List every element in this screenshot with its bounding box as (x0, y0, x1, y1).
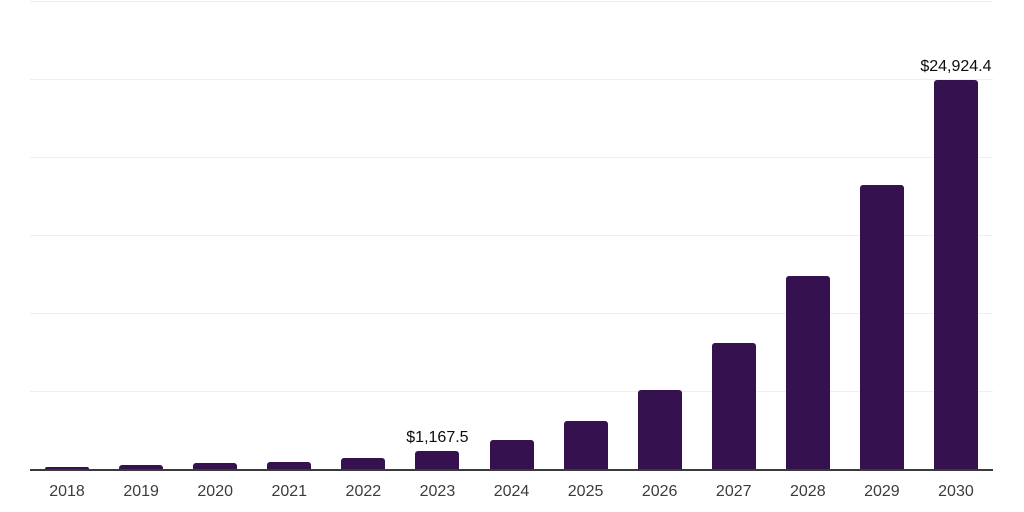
bar-2029[interactable] (859, 185, 904, 469)
x-tick-2019: 2019 (123, 483, 159, 500)
x-tick-2024: 2024 (493, 483, 530, 500)
data-label-2023: $1,167.5 (406, 428, 469, 446)
x-tick-2020: 2020 (197, 483, 233, 500)
x-tick-2022: 2022 (345, 483, 382, 500)
bar-2018[interactable] (45, 466, 90, 469)
bar-2027[interactable] (711, 342, 756, 469)
x-axis-line (30, 469, 993, 471)
gridline (30, 1, 993, 2)
x-tick-2029: 2029 (864, 483, 900, 500)
bar-2028[interactable] (785, 275, 830, 469)
bar-2026[interactable] (637, 390, 682, 469)
bar-2025[interactable] (563, 421, 608, 469)
x-tick-2028: 2028 (790, 483, 826, 500)
x-tick-2030: 2030 (938, 483, 974, 500)
x-tick-2018: 2018 (49, 483, 85, 500)
bar-2030[interactable] (933, 80, 978, 469)
x-tick-2025: 2025 (567, 483, 604, 500)
x-tick-2027: 2027 (715, 483, 752, 500)
x-tick-2026: 2026 (641, 483, 678, 500)
gridline (30, 157, 993, 158)
bar-2023[interactable] (415, 450, 460, 469)
x-tick-2023: 2023 (419, 483, 456, 500)
bar-2022[interactable] (341, 458, 386, 469)
plot-area: $1,167.5 $24,924.4 (30, 1, 993, 470)
gridline (30, 313, 993, 314)
bar-2020[interactable] (193, 463, 238, 469)
x-axis-labels: 2018 2019 2020 2021 2022 2023 2024 2025 2026 2027… (30, 482, 993, 502)
data-label-2030: $24,924.4 (920, 58, 992, 76)
bar-2024[interactable] (489, 440, 534, 469)
gridline (30, 391, 993, 392)
bar-2021[interactable] (267, 462, 312, 469)
x-tick-2021: 2021 (271, 483, 308, 500)
bar-2019[interactable] (119, 465, 164, 469)
gridline (30, 235, 993, 236)
gridline (30, 79, 993, 80)
